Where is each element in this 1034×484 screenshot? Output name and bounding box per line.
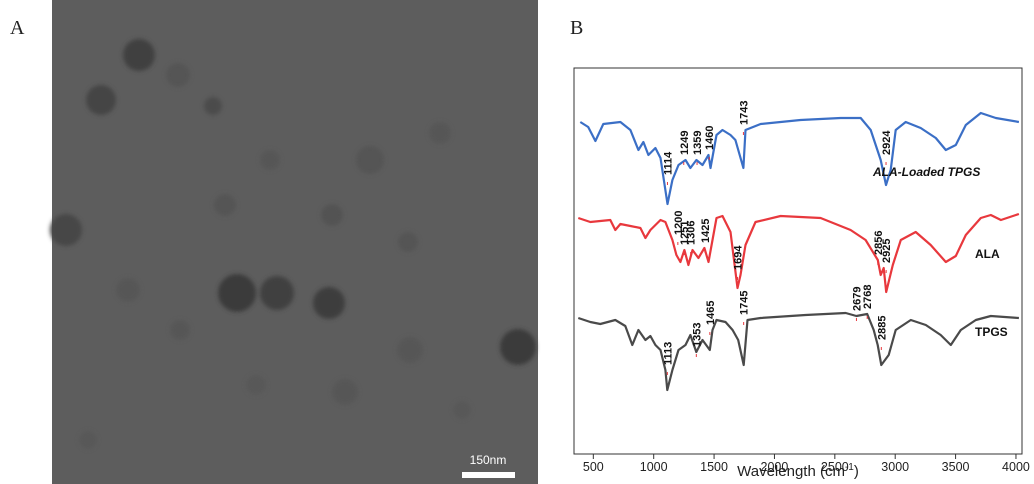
peak-label: 1465 <box>705 301 717 325</box>
x-tick-label: 1000 <box>640 460 668 474</box>
spectrum-line <box>577 212 1020 294</box>
peak-label: 1200 <box>673 211 685 235</box>
spectrum-line <box>577 311 1019 392</box>
peak-label: 2925 <box>881 239 893 263</box>
peak-label: 1306 <box>686 221 698 245</box>
peak-label: 2856 <box>873 231 885 255</box>
peak-label: 1743 <box>738 101 750 125</box>
x-axis-label: Wavelength (cm-1) <box>737 462 859 480</box>
x-label-suffix: ) <box>854 463 859 480</box>
peak-label: 2885 <box>876 316 888 340</box>
x-tick-label: 2000 <box>761 460 789 474</box>
peak-label: 1251 <box>679 221 691 245</box>
series-label: TPGS <box>975 325 1008 339</box>
peak-label: 1460 <box>704 126 716 150</box>
x-tick-label: 3000 <box>881 460 909 474</box>
series-label: ALA <box>975 247 1000 261</box>
peak-label: 2768 <box>862 285 874 309</box>
series-label: ALA-Loaded TPGS <box>872 165 980 179</box>
peak-label: 1114 <box>662 151 674 175</box>
x-label-text: Wavelength (cm <box>737 463 845 480</box>
x-label-sup: -1 <box>845 462 854 473</box>
panel-label: A <box>10 17 25 39</box>
scale-bar <box>462 472 515 478</box>
peak-label: 1359 <box>692 131 704 155</box>
x-tick-label: 2500 <box>821 460 849 474</box>
peak-label: 1113 <box>662 342 674 365</box>
x-tick-label: 4000 <box>1002 460 1030 474</box>
peak-label: 1694 <box>733 245 745 270</box>
peak-label: 1745 <box>739 291 751 315</box>
plot-frame <box>573 67 1023 455</box>
particles <box>50 39 536 449</box>
x-tick-label: 500 <box>583 460 604 474</box>
x-tick-label: 1500 <box>700 460 728 474</box>
peak-label: 1353 <box>691 323 703 347</box>
tem-image: 150nm <box>50 0 538 484</box>
panel-label: B <box>570 17 583 39</box>
x-tick-label: 3500 <box>942 460 970 474</box>
peak-label: 2679 <box>851 287 863 311</box>
peak-label: 1249 <box>679 131 691 155</box>
scale-bar-label: 150nm <box>470 453 507 467</box>
spectrum-line <box>579 111 1020 206</box>
peak-label: 1425 <box>700 219 712 243</box>
peak-label: 2924 <box>881 130 893 155</box>
